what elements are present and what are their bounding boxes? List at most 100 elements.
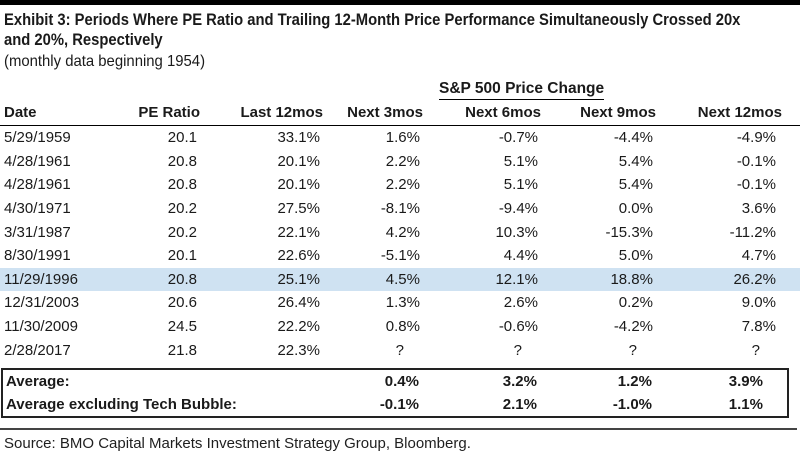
cell-value: 18.8% <box>610 270 653 288</box>
cell-value: -0.1% <box>736 152 776 170</box>
table-row: 4/28/1961 20.8 20.1% 2.2% 5.1% 5.4% -0.1% <box>0 173 800 197</box>
cell-value: 0.8% <box>385 318 420 336</box>
summary-value: 1.1% <box>728 395 763 413</box>
cell-value: -9.4% <box>498 200 538 218</box>
summary-row: Average: 0.4% 3.2% 1.2% 3.9% <box>3 370 787 393</box>
summary-value: 1.2% <box>617 372 652 390</box>
cell-value: 0.2% <box>618 294 653 312</box>
cell-value: -4.4% <box>613 129 653 147</box>
cell-value: 7.8% <box>741 318 776 336</box>
column-header-next-3mos: Next 3mos <box>325 101 425 126</box>
column-header-row: Date PE Ratio Last 12mos Next 3mos Next … <box>0 101 800 126</box>
cell-value: 22.1% <box>277 223 320 241</box>
cell-value: -4.2% <box>613 318 653 336</box>
cell-value: 20.8 <box>167 270 197 288</box>
cell-date: 4/28/1961 <box>4 176 71 194</box>
cell-value: 22.2% <box>277 318 320 336</box>
table-row: 3/31/1987 20.2 22.1% 4.2% 10.3% -15.3% -11.2% <box>0 220 800 244</box>
cell-value: -4.9% <box>736 129 776 147</box>
column-header-next-9mos: Next 9mos <box>543 101 658 126</box>
table-row: 2/28/2017 21.8 22.3%???? <box>0 338 800 362</box>
exhibit-title-line-2: and 20%, Respectively <box>4 30 163 49</box>
summary-label: Average excluding Tech Bubble: <box>6 395 237 413</box>
cell-date: 12/31/2003 <box>4 294 80 312</box>
cell-value: ? <box>628 341 637 359</box>
data-table: Date PE Ratio Last 12mos Next 3mos Next … <box>0 101 800 362</box>
group-header-sp500-price-change: S&P 500 Price Change <box>439 80 605 100</box>
cell-value: 4.7% <box>741 247 776 265</box>
table-row: 8/30/1991 20.1 22.6% -5.1% 4.4% 5.0% 4.7% <box>0 244 800 268</box>
cell-value: ? <box>751 341 760 359</box>
summary-label: Average: <box>6 372 70 390</box>
cell-value: 5.4% <box>618 152 653 170</box>
cell-value: 25.1% <box>277 270 320 288</box>
summary-row: Average excluding Tech Bubble: -0.1% 2.1% -… <box>3 393 787 416</box>
table-row: 4/30/1971 20.2 27.5% -8.1% -9.4% 0.0% 3.6% <box>0 197 800 221</box>
cell-value: ? <box>513 341 522 359</box>
cell-value: 3.6% <box>741 200 776 218</box>
summary-value: 3.2% <box>502 372 537 390</box>
cell-value: 20.1 <box>167 129 197 147</box>
cell-value: 2.2% <box>385 152 420 170</box>
table-row: 11/30/2009 24.5 22.2% 0.8% -0.6% -4.2% 7.8% <box>0 315 800 339</box>
cell-value: 5.0% <box>618 247 653 265</box>
summary-value: -0.1% <box>379 395 419 413</box>
cell-value: 22.6% <box>277 247 320 265</box>
cell-value: 1.6% <box>385 129 420 147</box>
source-divider <box>0 427 797 430</box>
cell-value: 20.8 <box>167 176 197 194</box>
cell-value: -0.1% <box>736 176 776 194</box>
summary-table: Average: 0.4% 3.2% 1.2% 3.9% Average excludin… <box>3 370 787 416</box>
summary-value: 3.9% <box>728 372 763 390</box>
cell-value: 4.2% <box>385 223 420 241</box>
cell-date: 2/28/2017 <box>4 341 71 359</box>
summary-value: -1.0% <box>612 395 652 413</box>
column-header-next-12mos: Next 12mos <box>658 101 800 126</box>
cell-value: -0.7% <box>498 129 538 147</box>
cell-value: 0.0% <box>618 200 653 218</box>
table-row: 12/31/2003 20.6 26.4% 1.3% 2.6% 0.2% 9.0% <box>0 291 800 315</box>
group-header-row: S&P 500 Price Change <box>0 80 800 101</box>
cell-value: 22.3% <box>277 341 320 359</box>
column-header-next-6mos: Next 6mos <box>425 101 543 126</box>
cell-value: 5.1% <box>503 152 538 170</box>
exhibit-subtitle: (monthly data beginning 1954) <box>4 53 206 70</box>
cell-date: 11/29/1996 <box>4 270 78 288</box>
cell-value: 5.4% <box>618 176 653 194</box>
cell-value: 33.1% <box>277 129 320 147</box>
cell-value: 21.8 <box>167 341 197 359</box>
column-header-pe-ratio: PE Ratio <box>118 101 202 126</box>
table-row-highlighted: 11/29/1996 20.8 25.1% 4.5% 12.1% 18.8% 26.2% <box>0 267 800 292</box>
summary-value: 2.1% <box>502 395 537 413</box>
cell-value: 10.3% <box>495 223 538 241</box>
cell-value: -15.3% <box>605 223 653 241</box>
cell-value: 20.8 <box>167 152 197 170</box>
cell-value: 20.2 <box>167 223 197 241</box>
cell-date: 4/30/1971 <box>4 200 71 218</box>
cell-value: -11.2% <box>729 223 776 241</box>
cell-value: 12.1% <box>495 270 538 288</box>
cell-value: 20.1% <box>277 152 320 170</box>
summary-value: 0.4% <box>384 372 419 390</box>
summary-box: Average: 0.4% 3.2% 1.2% 3.9% Average excludin… <box>1 367 789 418</box>
table-row: 5/29/1959 20.1 33.1% 1.6% -0.7% -4.4% -4.9% <box>0 126 800 150</box>
summary-body: Average: 0.4% 3.2% 1.2% 3.9% Average excludin… <box>3 370 787 416</box>
cell-value: 9.0% <box>741 294 776 312</box>
cell-date: 3/31/1987 <box>4 223 71 241</box>
cell-date: 11/30/2009 <box>4 318 78 336</box>
cell-value: 26.4% <box>277 294 320 312</box>
column-header-date: Date <box>0 101 118 126</box>
exhibit-title: Exhibit 3: Periods Where PE Ratio and Tr… <box>4 10 796 50</box>
cell-value: 2.6% <box>503 294 538 312</box>
column-header-last-12mos: Last 12mos <box>202 101 325 126</box>
cell-value: 2.2% <box>385 176 420 194</box>
cell-value: -5.1% <box>380 247 420 265</box>
cell-value: 4.4% <box>503 247 538 265</box>
source-note: Source: BMO Capital Markets Investment S… <box>4 434 471 452</box>
cell-date: 5/29/1959 <box>4 129 71 147</box>
cell-value: 24.5 <box>167 318 197 336</box>
cell-value: 4.5% <box>385 270 420 288</box>
table-body: 5/29/1959 20.1 33.1% 1.6% -0.7% -4.4% -4.9% 4/2… <box>0 126 800 362</box>
cell-value: 26.2% <box>733 270 776 288</box>
